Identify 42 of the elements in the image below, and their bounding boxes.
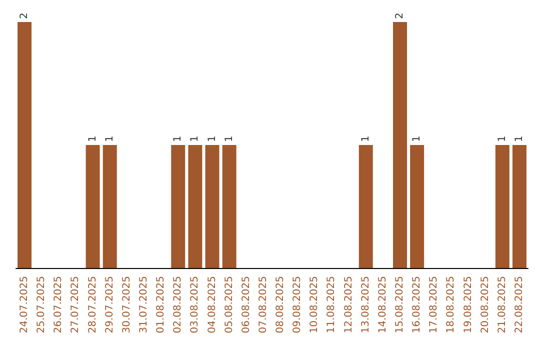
x-tick-label: 05.08.2025: [224, 276, 235, 334]
x-tick-label: 31.07.2025: [138, 276, 150, 334]
x-tick-label: 10.08.2025: [309, 276, 320, 334]
x-tick-label: 03.08.2025: [190, 276, 201, 334]
x-tick-label: 09.08.2025: [292, 276, 304, 334]
x-tick-label: 20.08.2025: [480, 276, 491, 334]
x-tick-label: 26.07.2025: [53, 276, 64, 334]
x-tick-label: 06.08.2025: [240, 276, 252, 334]
data-label: 1: [206, 136, 218, 142]
x-tick-label: 24.07.2025: [19, 276, 30, 334]
data-label: 1: [496, 136, 508, 142]
x-tick-label: 29.07.2025: [104, 276, 116, 334]
data-label: 2: [19, 12, 30, 19]
data-label: 1: [87, 136, 98, 142]
x-tick-label: 28.07.2025: [87, 276, 98, 334]
x-tick-label: 19.08.2025: [462, 276, 474, 334]
x-tick-label: 25.07.2025: [36, 276, 48, 334]
x-tick-label: 14.08.2025: [377, 276, 388, 334]
x-tick-label: 27.07.2025: [70, 276, 82, 334]
data-label: 1: [224, 136, 235, 142]
data-label: 1: [360, 136, 372, 142]
data-label: 1: [104, 136, 116, 142]
x-tick-label: 07.08.2025: [258, 276, 269, 334]
x-tick-label: 04.08.2025: [206, 276, 218, 334]
x-tick-label: 30.07.2025: [121, 276, 132, 334]
x-tick-label: 21.08.2025: [496, 276, 508, 334]
x-tick-label: 02.08.2025: [172, 276, 184, 334]
x-tick-label: 12.08.2025: [343, 276, 354, 334]
x-tick-label: 22.08.2025: [514, 276, 525, 334]
x-tick-label: 08.08.2025: [275, 276, 286, 334]
data-label: 1: [190, 136, 201, 142]
x-tick-label: 11.08.2025: [326, 276, 338, 334]
data-label: 1: [412, 136, 423, 142]
x-tick-label: 01.08.2025: [156, 276, 167, 334]
x-tick-label: 13.08.2025: [360, 276, 372, 334]
data-label: 2: [394, 12, 406, 19]
x-tick-label: 18.08.2025: [446, 276, 457, 334]
x-tick-label: 15.08.2025: [394, 276, 406, 334]
data-label: 1: [172, 136, 184, 142]
data-label: 1: [514, 136, 525, 142]
x-tick-label: 16.08.2025: [412, 276, 423, 334]
x-tick-label: 17.08.2025: [428, 276, 440, 334]
